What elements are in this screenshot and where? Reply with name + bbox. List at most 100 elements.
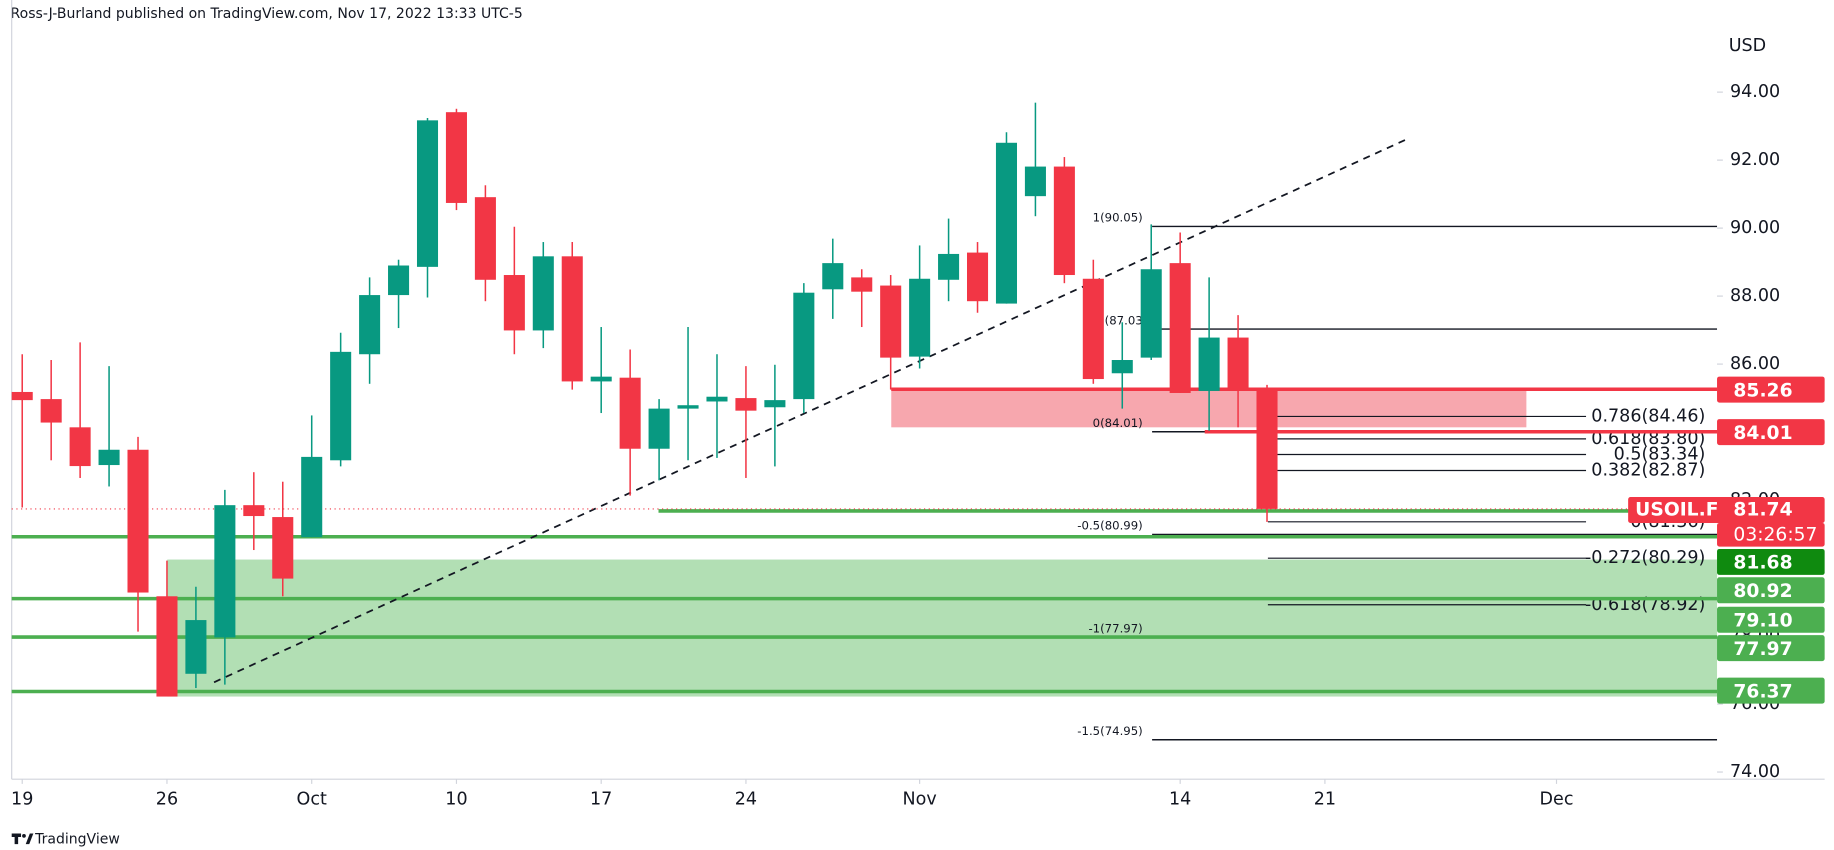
y-tick-label: 90.00 bbox=[1730, 218, 1780, 238]
candle-body bbox=[474, 197, 496, 280]
price-box bbox=[1717, 677, 1825, 704]
candle-body bbox=[330, 351, 352, 461]
footer: TradingView bbox=[34, 831, 120, 847]
candle-body bbox=[359, 295, 381, 355]
x-tick-label: Nov bbox=[903, 789, 937, 809]
candle-body bbox=[185, 620, 207, 674]
price-box-label: 79.10 bbox=[1733, 610, 1792, 631]
x-tick-label: 21 bbox=[1314, 789, 1336, 809]
logo-dot bbox=[22, 833, 26, 838]
fib-label: -0.5(80.99) bbox=[1077, 519, 1142, 533]
candle-body bbox=[995, 142, 1018, 304]
candle-body bbox=[793, 292, 815, 400]
x-tick-label: Dec bbox=[1540, 789, 1574, 809]
fib-label: 1(90.05) bbox=[1093, 211, 1143, 225]
candle-body bbox=[1082, 278, 1104, 380]
logo-mark bbox=[11, 833, 22, 845]
fib-label: -1.5(74.95) bbox=[1077, 724, 1142, 738]
price-box bbox=[1717, 606, 1825, 633]
y-tick-label: 88.00 bbox=[1730, 286, 1780, 306]
candle-body bbox=[938, 253, 960, 280]
candle-body bbox=[764, 400, 786, 408]
candle-body bbox=[967, 252, 989, 302]
header: Ross-J-Burland published on TradingView.… bbox=[11, 6, 523, 22]
candle-body bbox=[503, 275, 525, 331]
x-tick-label: 17 bbox=[590, 789, 612, 809]
x-tick-label: 26 bbox=[156, 789, 178, 809]
fib-label: 0(84.01) bbox=[1093, 416, 1143, 430]
candle-body bbox=[98, 449, 120, 466]
y-tick-label: 74.00 bbox=[1730, 762, 1780, 782]
x-tick-label: 19 bbox=[11, 789, 33, 809]
x-tick-label: 10 bbox=[445, 789, 467, 809]
price-box-label: 76.37 bbox=[1733, 681, 1792, 702]
fib-label: 0.382(82.87) bbox=[1591, 460, 1705, 480]
currency: USD bbox=[1729, 36, 1766, 56]
candle-body bbox=[735, 398, 757, 411]
zone bbox=[167, 559, 1718, 697]
candle-body bbox=[388, 265, 410, 296]
candle-body bbox=[532, 256, 554, 331]
candle-body bbox=[127, 449, 149, 593]
candle-body bbox=[1140, 269, 1162, 358]
candle-body bbox=[1198, 337, 1220, 391]
candle-body bbox=[156, 596, 178, 697]
candle-body bbox=[880, 285, 902, 358]
fib-label: 0.786(84.46) bbox=[1591, 406, 1705, 426]
countdown: 03:26:57 bbox=[1733, 524, 1817, 545]
candle-body bbox=[272, 517, 294, 579]
price-box-label: 80.92 bbox=[1733, 581, 1792, 602]
candle-body bbox=[1227, 337, 1249, 391]
candle-body bbox=[561, 256, 583, 382]
price-box-label: 85.26 bbox=[1733, 380, 1792, 401]
candle-body bbox=[851, 277, 873, 292]
countdown-box bbox=[1717, 522, 1825, 547]
fib-label: 0.618(83.80) bbox=[1591, 429, 1705, 449]
x-tick-label: Oct bbox=[297, 789, 327, 809]
price-box-label: 84.01 bbox=[1733, 423, 1792, 444]
symbol-box bbox=[1628, 497, 1825, 523]
logo-mark bbox=[25, 833, 34, 845]
y-tick-label: 92.00 bbox=[1730, 150, 1780, 170]
candle-body bbox=[590, 376, 612, 382]
fib-label: (87.03 bbox=[1105, 313, 1143, 327]
candle-body bbox=[1111, 360, 1133, 374]
price-box-label: 77.97 bbox=[1733, 639, 1792, 660]
price-box bbox=[1717, 548, 1825, 575]
x-tick-label: 14 bbox=[1169, 789, 1191, 809]
candle-body bbox=[1053, 166, 1075, 276]
fib-label: -0.272(80.29) bbox=[1585, 548, 1705, 568]
x-tick-label: 24 bbox=[735, 789, 757, 809]
last-price-label: 81.74 bbox=[1733, 499, 1792, 520]
candle-body bbox=[706, 396, 728, 402]
candle-body bbox=[69, 427, 91, 467]
price-box bbox=[1717, 577, 1825, 604]
fib-label: 0.5(83.34) bbox=[1614, 444, 1706, 464]
price-box bbox=[1717, 419, 1825, 446]
candle-body bbox=[1024, 166, 1046, 197]
symbol-label: USOIL.F bbox=[1635, 499, 1718, 520]
y-tick-label: 94.00 bbox=[1730, 82, 1780, 102]
candle-body bbox=[909, 278, 931, 357]
candle-body bbox=[445, 112, 467, 203]
price-box-label: 81.68 bbox=[1733, 553, 1792, 574]
candle-body bbox=[648, 408, 670, 449]
candle-body bbox=[1256, 389, 1278, 509]
price-box bbox=[1717, 376, 1825, 403]
y-tick-label: 86.00 bbox=[1730, 354, 1780, 374]
candle-body bbox=[243, 505, 265, 517]
candle-body bbox=[11, 391, 33, 401]
candle-body bbox=[822, 263, 844, 290]
candle-body bbox=[301, 456, 323, 538]
candle-body bbox=[416, 120, 439, 267]
candle-body bbox=[1169, 263, 1191, 393]
price-box bbox=[1717, 635, 1825, 662]
candle-body bbox=[40, 399, 62, 423]
fib-label: -1(77.97) bbox=[1088, 621, 1142, 635]
footer-logo bbox=[11, 833, 34, 845]
candle-body bbox=[677, 405, 699, 409]
candle-body bbox=[214, 505, 236, 638]
candle-body bbox=[619, 377, 641, 449]
